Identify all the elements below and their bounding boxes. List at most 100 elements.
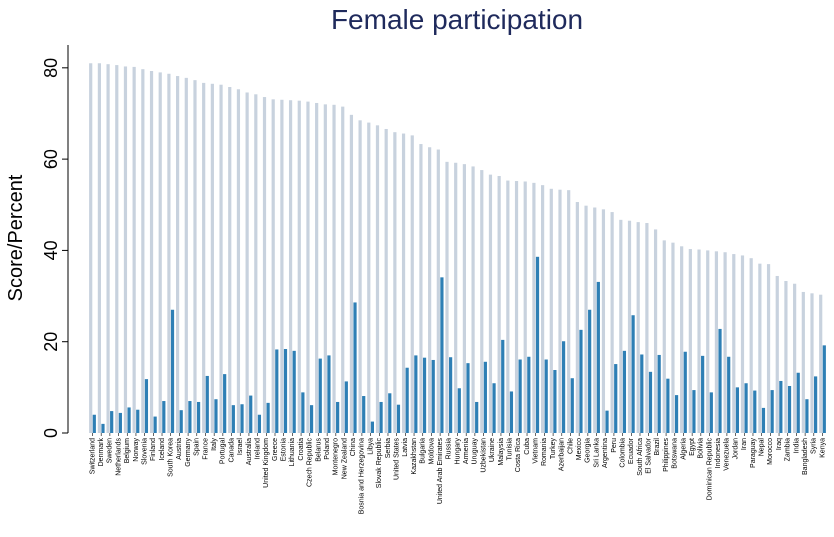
category-label: Italy	[211, 438, 218, 451]
bar-score	[315, 102, 319, 433]
category-label: Greece	[272, 438, 279, 461]
bar-score	[575, 202, 579, 433]
category-label: United Kingdom	[263, 438, 270, 488]
category-label: Syria	[811, 438, 818, 454]
category-label: Belarus	[315, 438, 322, 462]
bar-score	[775, 275, 779, 433]
category-label: Vietnam	[533, 438, 540, 464]
bar-percent	[457, 388, 461, 433]
category-label: Denmark	[98, 438, 105, 467]
category-label: Philippines	[663, 438, 670, 472]
category-label: India	[793, 438, 800, 453]
bar-score	[801, 291, 805, 433]
bar-score	[341, 106, 345, 433]
category-label: Botswana	[672, 438, 679, 469]
bar-percent	[196, 401, 201, 433]
bar-score	[480, 170, 484, 433]
bar-score	[514, 181, 519, 433]
category-label: China	[350, 438, 357, 456]
category-labels: Switzerland Denmark Sweden Netherlands Belgi…	[89, 433, 826, 514]
bar-percent	[509, 391, 514, 433]
bar-percent	[614, 364, 618, 433]
bar-percent	[344, 381, 348, 433]
bar-score	[367, 122, 371, 433]
bars-group	[89, 63, 826, 434]
bar-score	[332, 104, 336, 434]
bar-score	[306, 101, 310, 433]
bar-percent	[136, 409, 140, 433]
category-label: Armenia	[463, 438, 470, 464]
bar-score	[740, 255, 745, 433]
bar-score	[532, 182, 536, 433]
category-label: United Arab Emirates	[437, 438, 444, 505]
bar-score	[115, 65, 119, 433]
category-label: Bangladesh	[802, 438, 809, 475]
bar-percent	[388, 393, 392, 433]
y-tick-label: 20	[41, 332, 61, 352]
bar-score	[123, 66, 128, 434]
bar-percent	[822, 345, 826, 433]
bar-percent	[622, 350, 627, 433]
bar-score	[645, 223, 649, 433]
category-label: Norway	[133, 438, 140, 462]
category-label: Sweden	[107, 438, 114, 463]
bar-percent	[727, 356, 731, 433]
bar-percent	[640, 354, 644, 433]
bar-percent	[718, 328, 722, 433]
bar-percent	[440, 277, 444, 433]
bar-score	[349, 114, 354, 433]
bar-percent	[379, 401, 383, 433]
category-label: Venezuela	[724, 438, 731, 471]
category-label: Zambia	[785, 438, 792, 461]
category-label: Montenegro	[333, 438, 340, 475]
category-label: Dominican Republic	[706, 438, 713, 501]
category-label: Spain	[194, 438, 201, 456]
bar-score	[89, 63, 93, 434]
bar-score	[636, 222, 640, 433]
bar-score	[262, 97, 267, 433]
bar-percent	[449, 357, 453, 433]
bar-percent	[240, 404, 244, 433]
bar-score	[384, 128, 388, 433]
bar-percent	[518, 359, 522, 433]
bar-score	[549, 188, 553, 433]
bar-percent	[283, 349, 288, 433]
bar-percent	[709, 392, 713, 433]
bar-percent	[214, 399, 218, 433]
bar-percent	[761, 407, 766, 433]
bar-percent	[309, 405, 314, 433]
bar-score	[202, 82, 206, 434]
bar-percent	[223, 374, 227, 433]
category-label: Algeria	[680, 438, 687, 460]
bar-percent	[692, 390, 696, 433]
bar-score	[210, 83, 214, 434]
bar-score	[567, 190, 571, 433]
category-label: Slovenia	[141, 438, 148, 465]
bar-score	[732, 254, 736, 433]
bar-score	[228, 86, 232, 433]
category-label: Netherlands	[115, 438, 122, 476]
bar-score	[471, 166, 475, 433]
bar-percent	[353, 302, 357, 433]
category-label: Hungary	[454, 438, 461, 465]
category-label: Nepal	[759, 438, 766, 457]
bar-score	[653, 229, 658, 433]
bar-score	[97, 63, 101, 434]
bar-percent	[744, 383, 748, 433]
bar-score	[706, 250, 710, 433]
bar-percent	[683, 351, 687, 433]
bar-percent	[327, 355, 331, 433]
bar-percent	[205, 375, 209, 433]
bar-percent	[301, 392, 305, 433]
bar-score	[297, 100, 301, 433]
bar-score	[584, 205, 588, 433]
bar-score	[697, 249, 701, 433]
bar-score	[141, 69, 145, 434]
bar-score	[254, 94, 258, 433]
category-label: Paraguay	[750, 438, 757, 468]
bar-score	[236, 89, 241, 433]
category-label: Jordan	[732, 438, 739, 460]
bar-score	[558, 189, 562, 433]
bar-score	[680, 246, 684, 433]
